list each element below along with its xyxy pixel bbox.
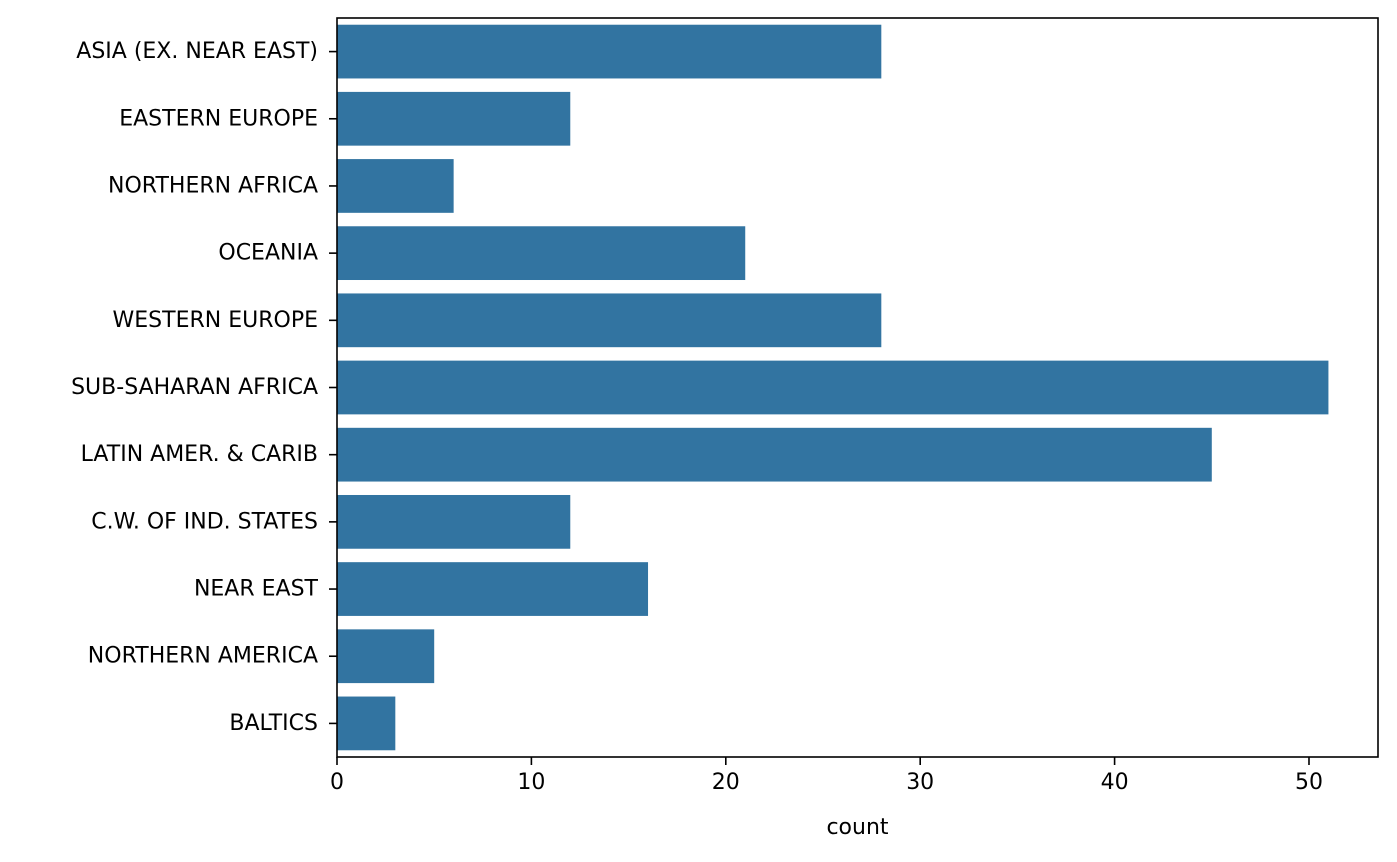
x-axis-ticks: 0 10 20 30 40 50 — [330, 757, 1323, 795]
y-tick-label: C.W. OF IND. STATES — [91, 509, 318, 534]
y-tick-label: NEAR EAST — [194, 577, 319, 602]
y-tick-label: NORTHERN AFRICA — [108, 173, 318, 198]
bar-asia-ex-near-east — [337, 24, 882, 79]
bar-northern-africa — [337, 159, 454, 213]
y-tick-label: LATIN AMER. & CARIB — [81, 442, 318, 467]
x-axis-label: count — [826, 815, 888, 840]
bar-eastern-europe — [337, 91, 571, 146]
y-tick-label: NORTHERN AMERICA — [88, 644, 318, 669]
bars-layer — [337, 24, 1329, 751]
x-tick-label: 20 — [712, 770, 740, 795]
y-tick-label: BALTICS — [229, 711, 318, 736]
y-tick-label: EASTERN EUROPE — [119, 106, 318, 131]
bar-latin-amer-carib — [337, 427, 1212, 482]
x-tick-label: 30 — [906, 770, 934, 795]
x-tick-label: 0 — [330, 770, 344, 795]
y-tick-label: OCEANIA — [218, 241, 318, 266]
bar-baltics — [337, 696, 396, 751]
bar-oceania — [337, 226, 746, 281]
bar-northern-america — [337, 629, 435, 684]
bar-near-east — [337, 562, 649, 616]
bar-c-w-of-ind-states — [337, 494, 571, 549]
x-tick-label: 50 — [1295, 770, 1323, 795]
bar-sub-saharan-africa — [337, 360, 1329, 415]
y-tick-label: ASIA (EX. NEAR EAST) — [76, 39, 318, 64]
plot-frame — [336, 17, 1379, 758]
y-tick-label: WESTERN EUROPE — [113, 308, 318, 333]
bar-western-europe — [337, 293, 882, 348]
x-tick-label: 40 — [1101, 770, 1129, 795]
y-axis-ticks: ASIA (EX. NEAR EAST) EASTERN EUROPE NORTHE… — [71, 39, 337, 736]
x-tick-label: 10 — [517, 770, 545, 795]
y-tick-label: SUB-SAHARAN AFRICA — [71, 375, 318, 400]
